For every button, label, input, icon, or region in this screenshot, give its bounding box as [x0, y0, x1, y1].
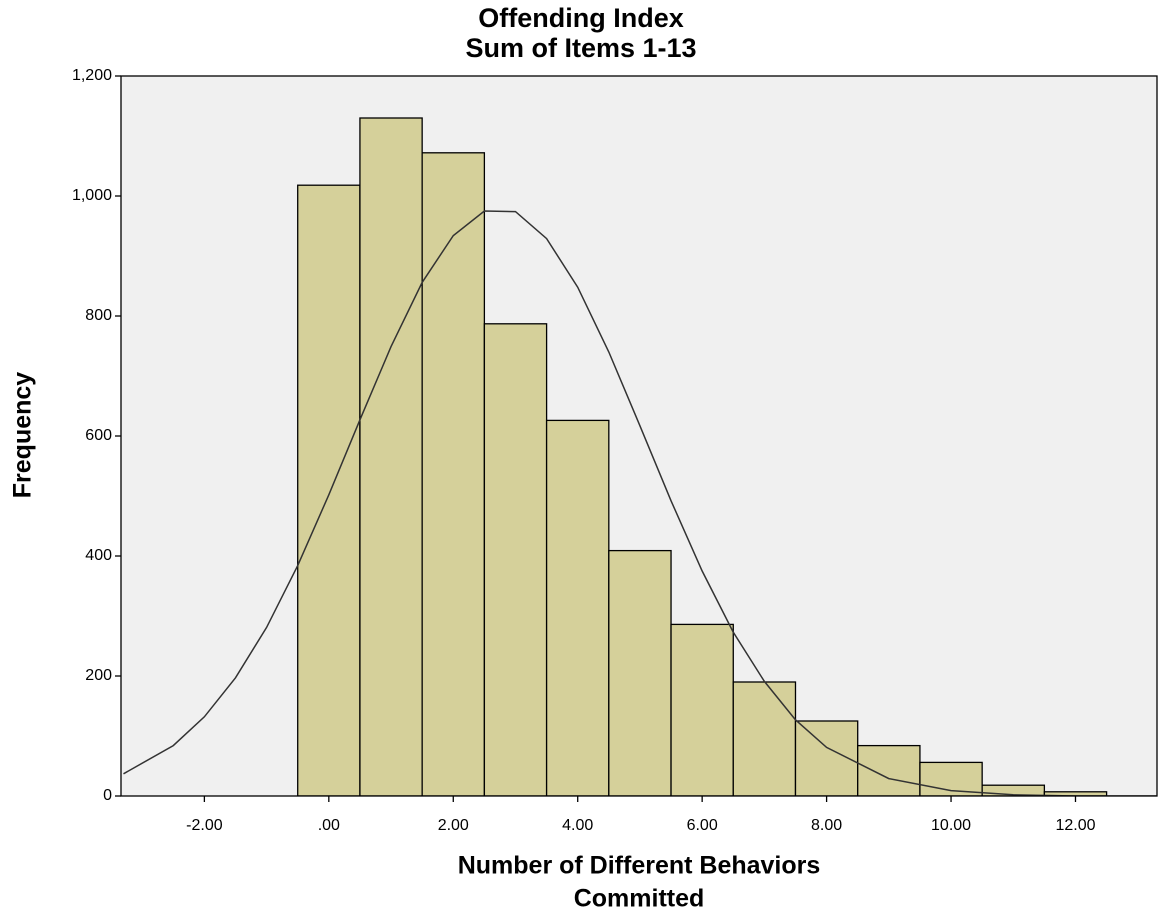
y-tick-label: 400	[85, 547, 112, 564]
x-axis-label: Number of Different Behaviors	[458, 852, 821, 880]
bar	[483, 323, 548, 796]
bar	[297, 184, 361, 796]
x-tick-label: 2.00	[438, 817, 469, 834]
x-tick-label: 12.00	[1055, 817, 1095, 834]
bar	[732, 681, 797, 796]
x-axis-label: Committed	[574, 885, 705, 913]
x-tick-label: 10.00	[931, 817, 971, 834]
y-tick-label: 1,000	[72, 187, 112, 204]
y-tick-label: 200	[85, 667, 112, 684]
bar	[670, 623, 734, 796]
y-tick-label: 600	[85, 427, 112, 444]
y-tick-label: 0	[103, 787, 112, 804]
chart-title: Offending Index	[478, 3, 684, 33]
x-tick-label: .00	[318, 817, 340, 834]
x-tick-label: 6.00	[687, 817, 718, 834]
x-tick-label: -2.00	[186, 817, 223, 834]
y-tick-label: 1,200	[72, 67, 112, 84]
x-tick-label: 4.00	[562, 817, 593, 834]
y-tick-label: 800	[85, 307, 112, 324]
bar	[421, 152, 486, 796]
normal-curve	[123, 210, 1157, 796]
bar	[359, 117, 423, 796]
x-tick-label: 8.00	[811, 817, 842, 834]
bar	[981, 784, 1046, 796]
bar	[545, 419, 610, 796]
bar	[857, 744, 921, 796]
chart-subtitle: Sum of Items 1-13	[465, 33, 696, 63]
plot-area	[123, 117, 1157, 796]
y-axis-label: Frequency	[9, 372, 37, 499]
bar	[608, 549, 672, 796]
